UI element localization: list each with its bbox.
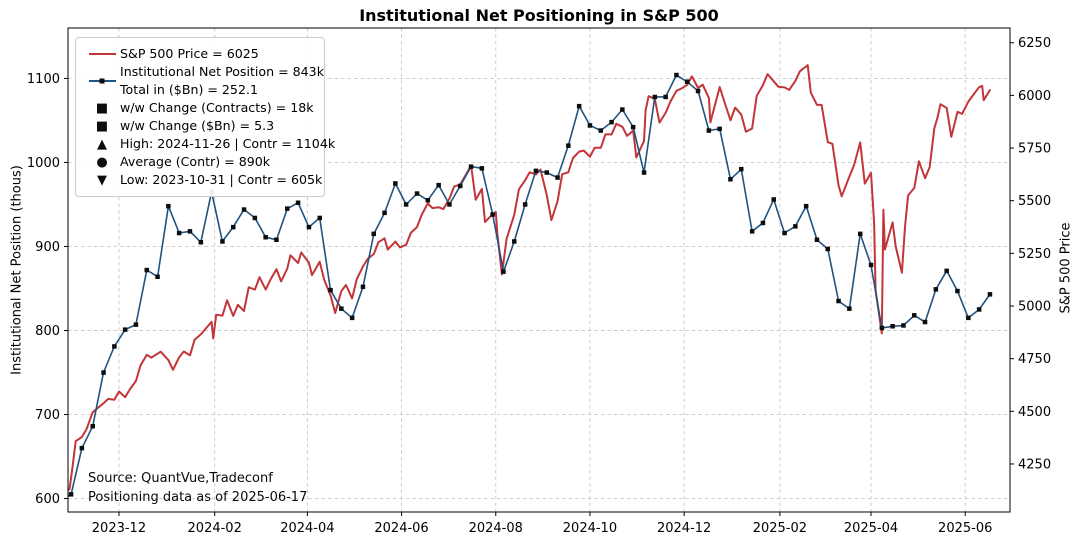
legend-item-label: w/w Change ($Bn) = 5.3 [120,118,275,133]
right-y-tick-label: 4500 [1018,405,1051,420]
x-tick-label: 2025-04 [844,521,898,536]
right-y-tick-label: 4250 [1018,457,1051,472]
x-tick-label: 2024-02 [188,521,242,536]
legend-item: ▼ Low: 2023-10-31 | Contr = 605k [84,171,322,189]
triangle-down-icon: ▼ [97,172,107,188]
left-y-tick-label: 900 [35,240,60,255]
x-tick-label: 2024-04 [280,521,334,536]
legend-item: Institutional Net Position = 843k Total i… [84,63,324,99]
right-y-tick-label: 5750 [1018,142,1051,157]
square-icon: ■ [95,118,109,134]
square-icon: ■ [95,100,109,116]
right-axis-label: S&P 500 Price [1058,222,1074,314]
right-y-tick-label: 5000 [1018,300,1051,315]
tick-marks [64,42,1014,516]
legend-item: ■ w/w Change ($Bn) = 5.3 [84,117,315,135]
net-position-markers [68,72,993,497]
source-note-line2: Positioning data as of 2025-06-17 [88,490,308,505]
left-y-tick-label: 800 [35,324,60,339]
legend-item-label: S&P 500 Price = 6025 [120,46,259,61]
right-y-tick-label: 4750 [1018,352,1051,367]
x-tick-label: 2023-12 [92,521,146,536]
left-y-tick-label: 600 [35,492,60,507]
legend-item-label: Average (Contr) = 890k [120,154,271,169]
x-tick-label: 2024-08 [469,521,523,536]
x-tick-label: 2024-10 [563,521,617,536]
left-axis-label: Institutional Net Position (thous) [9,165,25,375]
x-tick-label: 2025-02 [753,521,807,536]
legend-item: ▲ High: 2024-11-26 | Contr = 1104k [84,135,335,153]
legend-item-label: Low: 2023-10-31 | Contr = 605k [120,172,323,187]
tick-labels: 600 700 800 900 1000 1100 4250 4500 4750 5000 5250… [27,36,1051,536]
legend-item-label: Institutional Net Position = 843k Total i… [120,64,324,97]
right-y-tick-label: 6000 [1018,89,1051,104]
legend-item: ● Average (Contr) = 890k [84,153,315,171]
plot-border [67,27,1011,513]
legend-item: S&P 500 Price = 6025 [84,45,315,63]
left-y-tick-label: 1100 [27,72,60,87]
right-y-tick-label: 5250 [1018,247,1051,262]
triangle-up-icon: ▲ [97,136,107,152]
right-y-tick-label: 5500 [1018,194,1051,209]
left-y-tick-label: 700 [35,408,60,423]
position-line-swatch [84,78,120,84]
x-tick-label: 2025-06 [938,521,992,536]
legend: S&P 500 Price = 6025 Institutional Net Po… [75,37,335,197]
chart-title: Institutional Net Positioning in S&P 500 [359,6,719,25]
source-note-line1: Source: QuantVue,Tradeconf [88,471,273,486]
x-tick-label: 2024-12 [657,521,711,536]
circle-icon: ● [96,154,108,170]
left-y-tick-label: 1000 [27,156,60,171]
price-line-swatch [84,53,120,55]
legend-item: ■ w/w Change (Contracts) = 18k [84,99,315,117]
legend-item-label: w/w Change (Contracts) = 18k [120,100,314,115]
legend-item-label: High: 2024-11-26 | Contr = 1104k [120,136,336,151]
right-y-tick-label: 6250 [1018,36,1051,51]
source-note: Source: QuantVue,Tradeconf Positioning d… [88,469,307,507]
x-tick-label: 2024-06 [374,521,428,536]
